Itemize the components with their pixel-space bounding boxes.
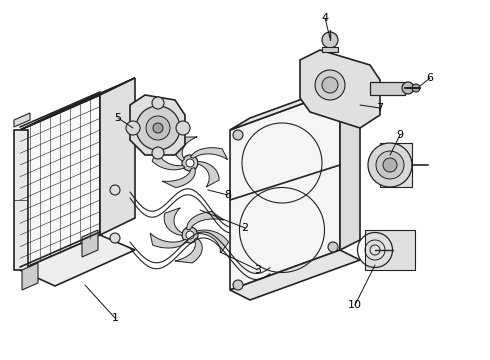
Text: 6: 6	[426, 73, 434, 83]
Polygon shape	[365, 230, 415, 270]
Circle shape	[322, 32, 338, 48]
Polygon shape	[20, 235, 135, 286]
Text: 8: 8	[224, 190, 232, 200]
Polygon shape	[196, 230, 229, 253]
Polygon shape	[82, 230, 98, 257]
Circle shape	[315, 70, 345, 100]
Polygon shape	[230, 250, 360, 300]
Text: 2: 2	[242, 223, 248, 233]
Circle shape	[110, 233, 120, 243]
Polygon shape	[164, 208, 183, 235]
Polygon shape	[380, 143, 412, 187]
Circle shape	[110, 185, 120, 195]
Text: 3: 3	[254, 265, 262, 275]
Polygon shape	[175, 238, 202, 263]
Circle shape	[322, 77, 338, 93]
Polygon shape	[162, 168, 195, 188]
Circle shape	[328, 242, 338, 252]
Text: 7: 7	[376, 103, 384, 113]
Polygon shape	[14, 113, 30, 127]
Polygon shape	[20, 78, 135, 130]
Polygon shape	[22, 263, 38, 290]
Polygon shape	[230, 78, 360, 130]
Circle shape	[186, 159, 194, 167]
Polygon shape	[300, 50, 380, 128]
Polygon shape	[340, 78, 360, 250]
Polygon shape	[198, 162, 219, 187]
Text: 10: 10	[348, 300, 362, 310]
Circle shape	[368, 143, 412, 187]
Text: 5: 5	[115, 113, 122, 123]
Polygon shape	[230, 90, 340, 290]
Circle shape	[136, 106, 180, 150]
Polygon shape	[174, 137, 197, 161]
Circle shape	[233, 280, 243, 290]
Circle shape	[376, 151, 404, 179]
Text: 4: 4	[321, 13, 329, 23]
Polygon shape	[130, 95, 185, 155]
Circle shape	[152, 147, 164, 159]
Circle shape	[176, 121, 190, 135]
Polygon shape	[20, 95, 100, 270]
Circle shape	[412, 84, 420, 92]
Circle shape	[383, 158, 397, 172]
Circle shape	[402, 82, 414, 94]
Text: 9: 9	[396, 130, 404, 140]
Polygon shape	[370, 82, 405, 95]
Circle shape	[328, 92, 338, 102]
Polygon shape	[191, 148, 228, 160]
Circle shape	[152, 97, 164, 109]
Circle shape	[182, 227, 198, 243]
Polygon shape	[14, 130, 28, 270]
Circle shape	[233, 130, 243, 140]
Polygon shape	[322, 47, 338, 52]
Circle shape	[153, 123, 163, 133]
Circle shape	[126, 121, 140, 135]
Polygon shape	[187, 212, 224, 230]
Polygon shape	[152, 150, 185, 170]
Circle shape	[182, 155, 198, 171]
Circle shape	[186, 231, 194, 239]
Polygon shape	[150, 233, 188, 248]
Polygon shape	[100, 78, 135, 235]
Circle shape	[146, 116, 170, 140]
Text: 1: 1	[112, 313, 119, 323]
